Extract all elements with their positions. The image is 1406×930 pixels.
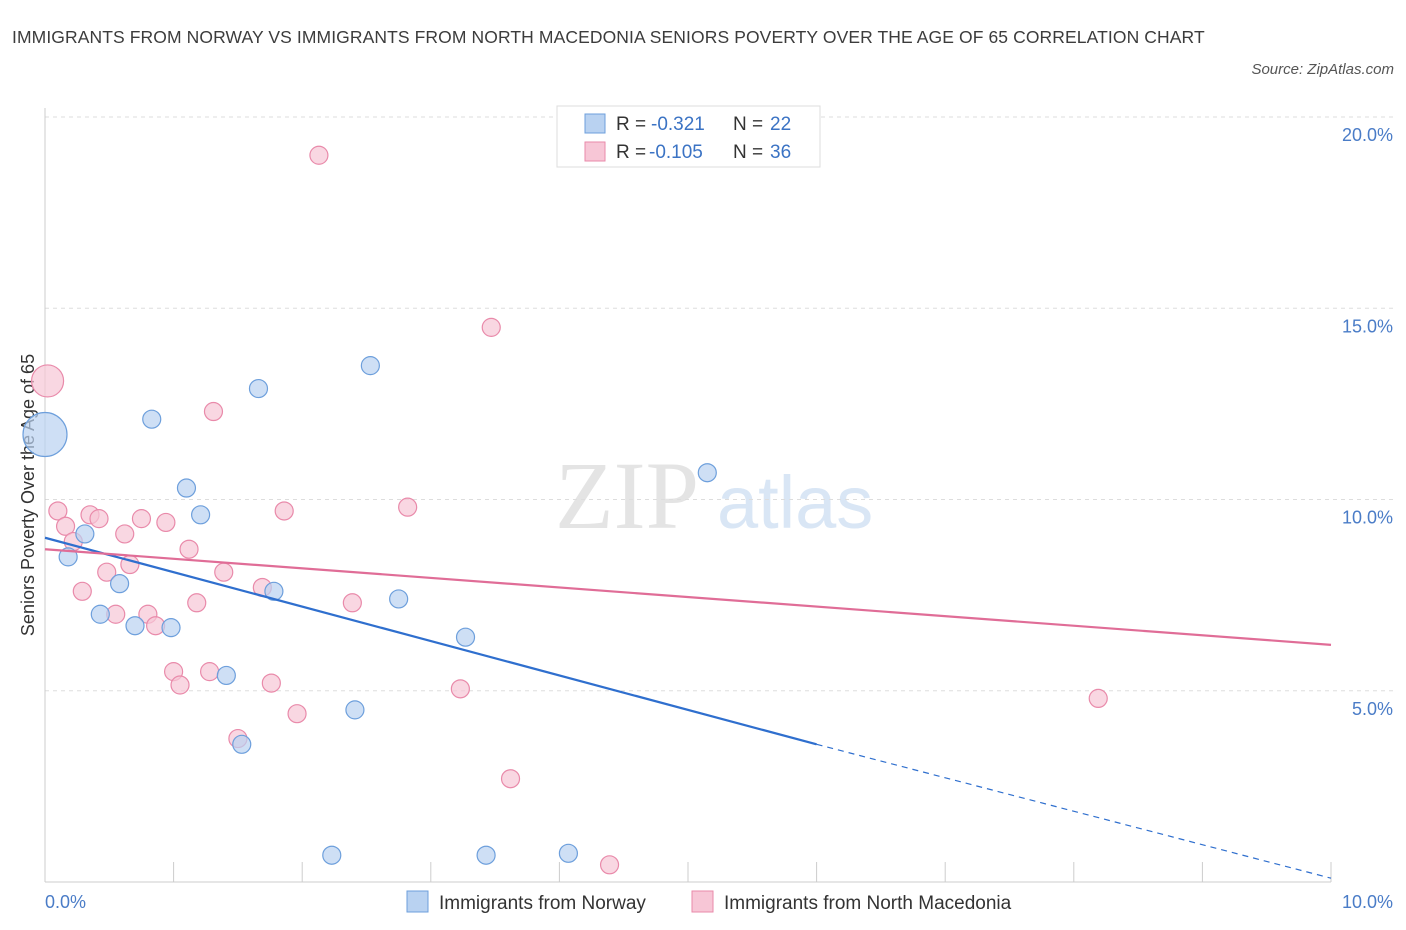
legend-r-value-norway: -0.321 — [651, 114, 705, 135]
series-norway-points — [22, 356, 717, 865]
gridlines — [45, 116, 1395, 692]
norway-point — [558, 843, 579, 863]
bottom-legend-label-norway: Immigrants from Norway — [439, 893, 646, 914]
norway-point — [142, 409, 162, 429]
legend-n-value-macedonia: 36 — [770, 142, 791, 163]
legend-n-value-norway: 22 — [770, 114, 791, 135]
norway-point — [248, 378, 269, 399]
macedonia-point — [97, 562, 117, 582]
norway-point — [264, 581, 284, 601]
legend-r-value-macedonia: -0.105 — [649, 142, 703, 163]
norway-point — [109, 574, 130, 594]
y-tick-label: 20.0% — [1342, 125, 1393, 145]
norway-point — [476, 845, 496, 865]
macedonia-point — [342, 593, 362, 613]
norway-point — [345, 700, 365, 720]
macedonia-point — [274, 501, 294, 521]
norway-point — [389, 589, 409, 609]
chart-title: IMMIGRANTS FROM NORWAY VS IMMIGRANTS FRO… — [12, 27, 1205, 47]
macedonia-point — [187, 593, 207, 613]
x-tick-label-min: 0.0% — [45, 892, 86, 912]
macedonia-point — [398, 497, 418, 517]
macedonia-point — [115, 524, 135, 544]
legend-n-label-norway: N = — [733, 114, 763, 135]
macedonia-point — [55, 516, 76, 536]
macedonia-point — [131, 509, 152, 529]
norway-point — [455, 627, 476, 647]
macedonia-point — [481, 317, 501, 337]
macedonia-point — [599, 855, 620, 875]
norway-point — [191, 505, 211, 525]
macedonia-point — [450, 679, 470, 699]
legend-n-label-macedonia: N = — [733, 142, 763, 163]
bottom-legend-label-macedonia: Immigrants from North Macedonia — [724, 893, 1012, 914]
macedonia-point — [170, 675, 190, 695]
norway-point — [360, 356, 380, 376]
x-tick-label-max: 10.0% — [1342, 892, 1393, 912]
series-legend: Immigrants from Norway Immigrants from N… — [406, 890, 1012, 914]
norway-point — [322, 845, 342, 865]
macedonia-point — [30, 364, 65, 398]
macedonia-point — [48, 501, 68, 521]
legend-swatch-macedonia — [584, 141, 606, 162]
bottom-legend-swatch-norway — [406, 890, 429, 913]
legend-r-label-norway: R = — [616, 114, 646, 135]
x-tick-labels: 0.0% 10.0% — [45, 892, 1393, 912]
legend-r-label-macedonia: R = — [616, 142, 646, 163]
norway-point — [22, 411, 68, 458]
legend-swatch-norway — [584, 113, 606, 134]
x-ticks — [44, 862, 1332, 882]
norway-point — [232, 734, 252, 754]
y-tick-labels: 5.0% 10.0% 15.0% 20.0% — [1342, 125, 1393, 719]
macedonia-point — [500, 769, 521, 789]
trend-line-norway — [44, 536, 817, 746]
norway-point — [75, 524, 95, 544]
norway-point — [125, 616, 145, 636]
trend-line-macedonia — [44, 548, 1332, 646]
norway-point — [697, 463, 717, 483]
macedonia-point — [214, 562, 234, 582]
macedonia-point — [200, 662, 220, 682]
y-tick-label: 5.0% — [1352, 699, 1393, 719]
bottom-legend-swatch-macedonia — [691, 890, 714, 913]
y-tick-label: 10.0% — [1342, 508, 1393, 528]
norway-point — [90, 604, 110, 624]
macedonia-point — [287, 704, 307, 724]
macedonia-point — [261, 673, 281, 693]
norway-point — [161, 618, 181, 638]
macedonia-point — [309, 145, 329, 165]
macedonia-point — [1088, 688, 1108, 709]
norway-point — [176, 478, 197, 498]
macedonia-point — [89, 509, 109, 529]
macedonia-point — [203, 401, 224, 422]
norway-point — [216, 665, 236, 686]
y-axis-title: Seniors Poverty Over the Age of 65 — [18, 354, 38, 636]
macedonia-point — [72, 581, 92, 601]
watermark-atlas: atlas — [717, 461, 873, 544]
trend-line-norway-extension — [816, 743, 1332, 879]
macedonia-point — [156, 512, 176, 533]
y-tick-label: 15.0% — [1342, 316, 1393, 336]
trend-lines — [44, 536, 1332, 879]
stats-legend: R = -0.321 N = 22 R = -0.105 N = 36 — [556, 105, 821, 168]
macedonia-point — [179, 539, 199, 559]
watermark-zip: ZIP — [555, 442, 699, 549]
source-label: Source: ZipAtlas.com — [1251, 61, 1394, 78]
watermark: ZIP atlas — [555, 442, 873, 549]
